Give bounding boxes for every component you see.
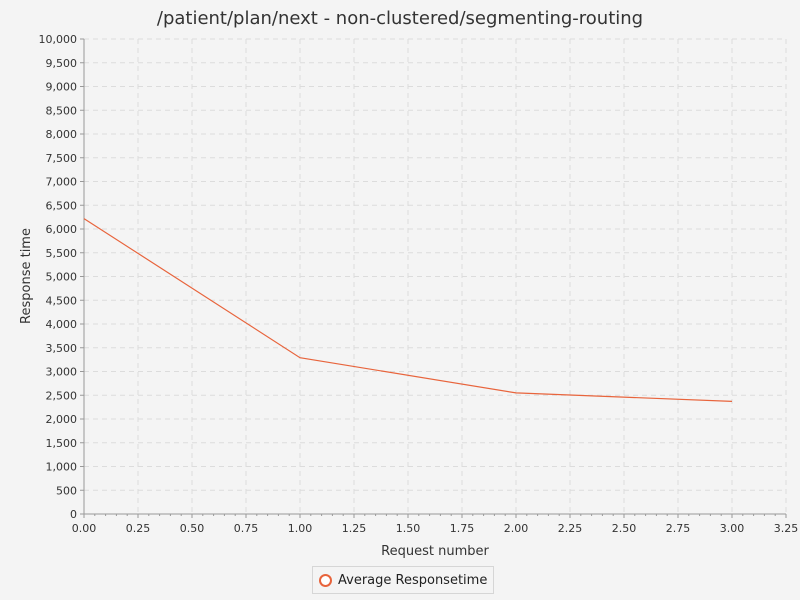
y-tick-label: 8,000 <box>46 128 78 141</box>
x-tick-label: 0.50 <box>180 522 205 535</box>
series-lines <box>83 218 733 402</box>
y-tick-label: 7,000 <box>46 176 78 189</box>
chart-legend: Average Responsetime <box>312 566 495 594</box>
y-tick-label: 1,000 <box>46 461 78 474</box>
y-tick-label: 6,500 <box>46 199 78 212</box>
x-tick-label: 1.25 <box>342 522 367 535</box>
y-tick-label: 4,500 <box>46 294 78 307</box>
y-tick-label: 4,000 <box>46 318 78 331</box>
y-axis-ticks: 0 500 1,000 1,500 2,000 2,500 3,000 3,500 4,000 4… <box>39 33 84 521</box>
y-tick-label: 2,000 <box>46 413 78 426</box>
x-axis-label: Request number <box>381 544 489 559</box>
chart-title: /patient/plan/next - non-clustered/segme… <box>157 8 643 29</box>
y-tick-label: 0 <box>70 508 77 521</box>
y-tick-label: 9,000 <box>46 81 78 94</box>
y-tick-label: 9,500 <box>46 57 78 70</box>
y-tick-label: 7,500 <box>46 152 78 165</box>
y-tick-label: 5,500 <box>46 247 78 260</box>
x-tick-label: 3.00 <box>720 522 745 535</box>
x-tick-label: 2.25 <box>558 522 583 535</box>
y-tick-label: 8,500 <box>46 104 78 117</box>
x-tick-label: 0.00 <box>72 522 97 535</box>
grid-lines <box>83 38 787 515</box>
y-tick-label: 10,000 <box>39 33 78 46</box>
y-tick-label: 500 <box>56 484 77 497</box>
y-tick-label: 3,000 <box>46 366 78 379</box>
y-tick-label: 2,500 <box>46 389 78 402</box>
series-line <box>83 218 733 402</box>
y-axis-label: Response time <box>19 228 34 324</box>
x-tick-label: 2.50 <box>612 522 637 535</box>
legend-label: Average Responsetime <box>338 572 488 588</box>
legend-marker-icon <box>319 573 332 587</box>
x-tick-label: 2.75 <box>666 522 691 535</box>
x-tick-label: 1.50 <box>396 522 421 535</box>
x-axis-ticks: 0.00 0.25 0.50 0.75 1.00 1.25 1.50 1.75 2.00 2.25… <box>72 514 799 535</box>
x-tick-label: 0.75 <box>234 522 259 535</box>
y-tick-label: 1,500 <box>46 437 78 450</box>
x-tick-label: 1.75 <box>450 522 475 535</box>
x-tick-label: 2.00 <box>504 522 529 535</box>
x-tick-label: 0.25 <box>126 522 151 535</box>
y-tick-label: 3,500 <box>46 342 78 355</box>
y-tick-label: 5,000 <box>46 271 78 284</box>
y-tick-label: 6,000 <box>46 223 78 236</box>
x-tick-label: 3.25 <box>774 522 799 535</box>
x-tick-label: 1.00 <box>288 522 313 535</box>
